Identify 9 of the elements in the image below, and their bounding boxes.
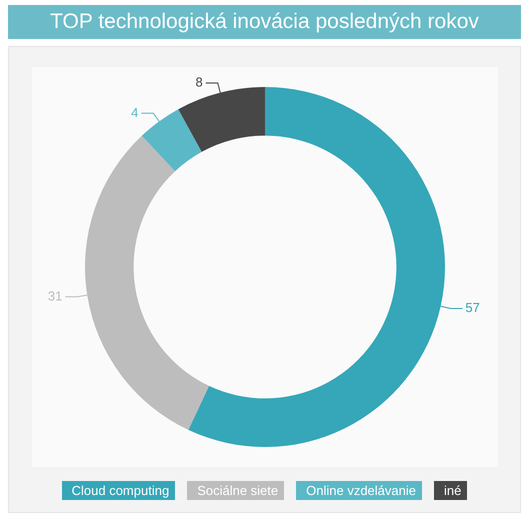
legend-label: Cloud computing (70, 481, 176, 500)
legend-label: iné (442, 481, 468, 500)
legend-label: Online vzdelávanie (304, 481, 422, 500)
data-label: 57 (464, 300, 480, 316)
legend-label: Sociálne siete (195, 481, 284, 500)
data-label: 31 (47, 288, 62, 304)
chart-title: TOP technologická inovácia posledných rokov (8, 5, 521, 39)
data-label: 8 (195, 74, 202, 90)
data-label: 4 (130, 104, 138, 120)
